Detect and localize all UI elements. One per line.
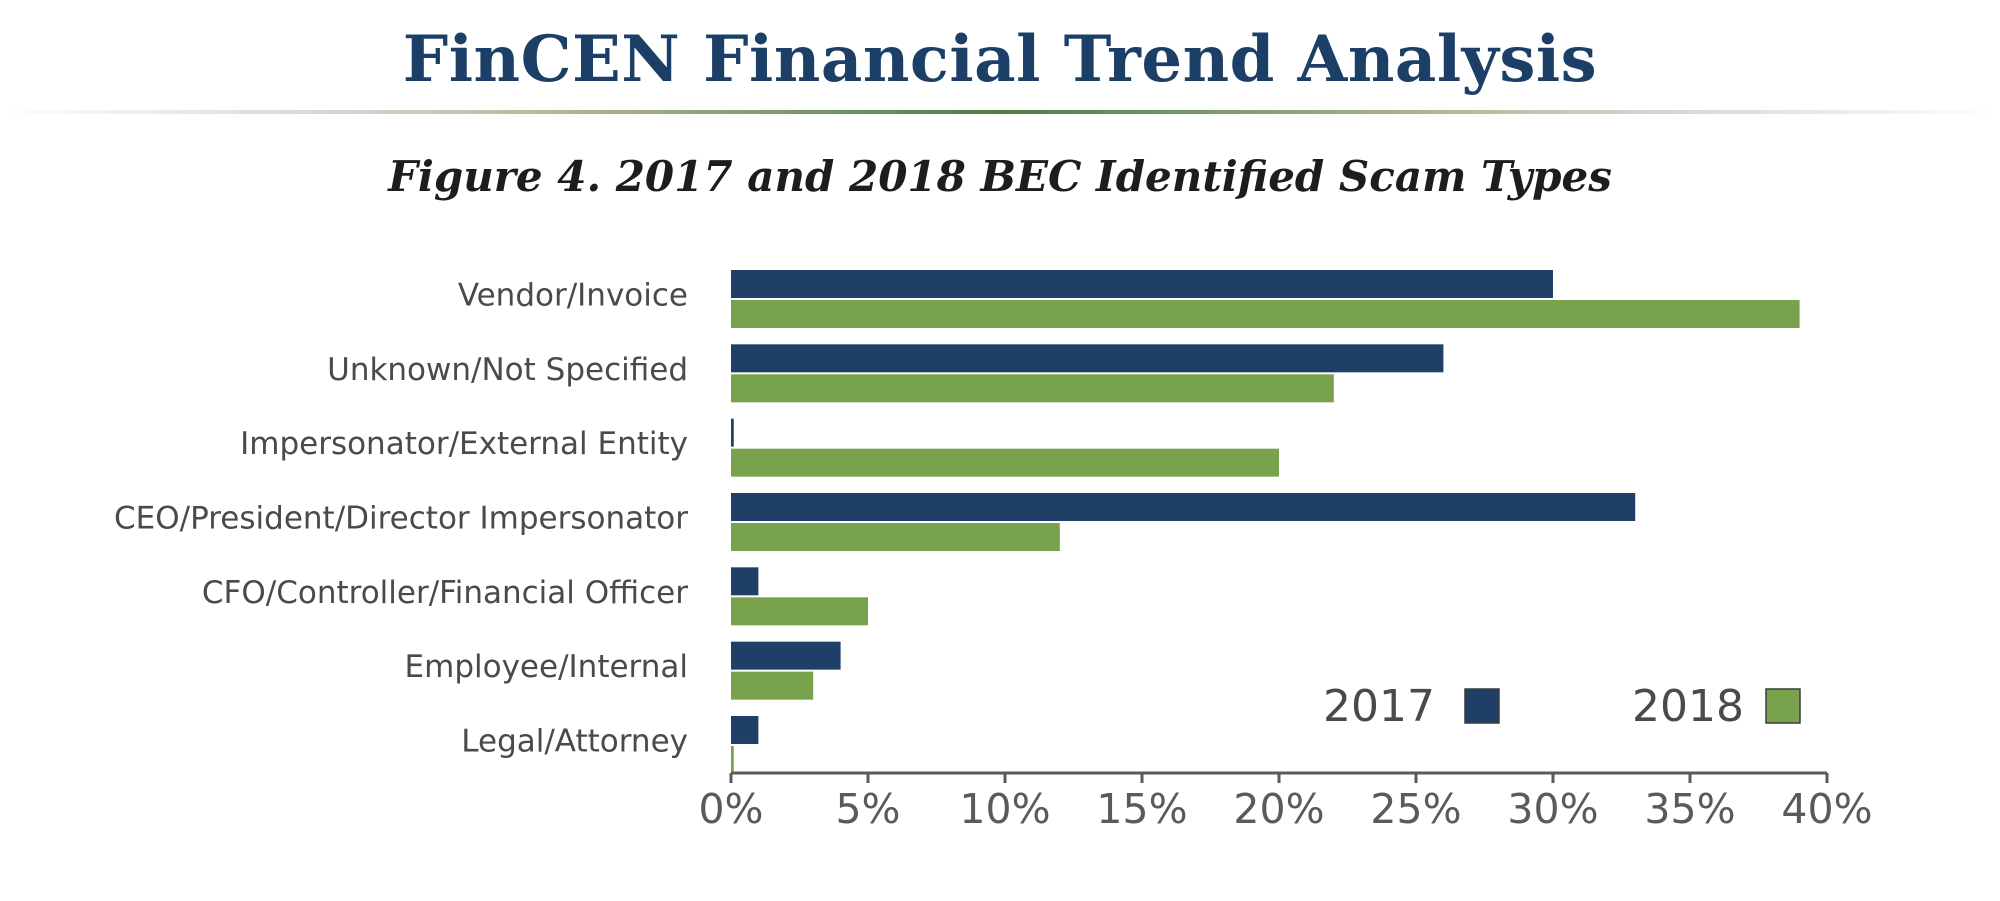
bar-2018-7 — [731, 745, 734, 774]
legend-label-2017: 2017 — [1323, 681, 1435, 732]
x-tick-label: 15% — [1096, 785, 1187, 833]
bar-2018-6 — [731, 671, 814, 700]
figure-caption: Figure 4. 2017 and 2018 BEC Identified S… — [388, 152, 1612, 201]
bars — [731, 270, 1800, 774]
x-tick-label: 5% — [835, 785, 900, 833]
bar-2017-7 — [731, 715, 759, 744]
legend-swatch-2018 — [1765, 688, 1801, 724]
category-label: Vendor/Invoice — [458, 278, 688, 314]
category-label: CEO/President/Director Impersonator — [114, 500, 688, 536]
category-labels: Vendor/Invoice Unknown/Not Specified Imper… — [114, 278, 688, 760]
category-label: Employee/Internal — [405, 649, 688, 685]
category-label: Impersonator/External Entity — [240, 426, 688, 462]
bar-2018-2 — [731, 374, 1334, 403]
bar-2017-3 — [731, 418, 734, 447]
category-label: CFO/Controller/Financial Officer — [202, 575, 688, 611]
x-tick-label: 20% — [1233, 785, 1324, 833]
bar-2017-4 — [731, 492, 1636, 521]
x-tick-label: 25% — [1370, 785, 1461, 833]
bar-2017-2 — [731, 344, 1444, 373]
bar-2018-1 — [731, 300, 1800, 328]
bar-2018-5 — [731, 597, 868, 626]
title-divider — [0, 110, 2000, 114]
bar-2017-5 — [731, 567, 759, 596]
bar-2017-1 — [731, 270, 1553, 298]
page-title: FinCEN Financial Trend Analysis — [402, 22, 1598, 97]
category-label: Unknown/Not Specified — [327, 352, 688, 388]
legend-label-2018: 2018 — [1632, 681, 1744, 732]
x-tick-label: 35% — [1644, 785, 1735, 833]
x-tick-label: 40% — [1781, 785, 1872, 833]
bar-2018-3 — [731, 448, 1279, 477]
bar-2017-6 — [731, 641, 841, 670]
x-tick-label: 30% — [1507, 785, 1598, 833]
x-axis: 0% 5% 10% 15% 20% 25% 30% 35% 40% — [698, 771, 1873, 833]
legend-swatch-2017 — [1464, 688, 1500, 724]
x-tick-label: 0% — [698, 785, 763, 833]
x-tick-label: 10% — [959, 785, 1050, 833]
legend: 2017 2018 — [1323, 681, 1801, 732]
bar-2018-4 — [731, 522, 1060, 551]
category-label: Legal/Attorney — [461, 723, 688, 759]
